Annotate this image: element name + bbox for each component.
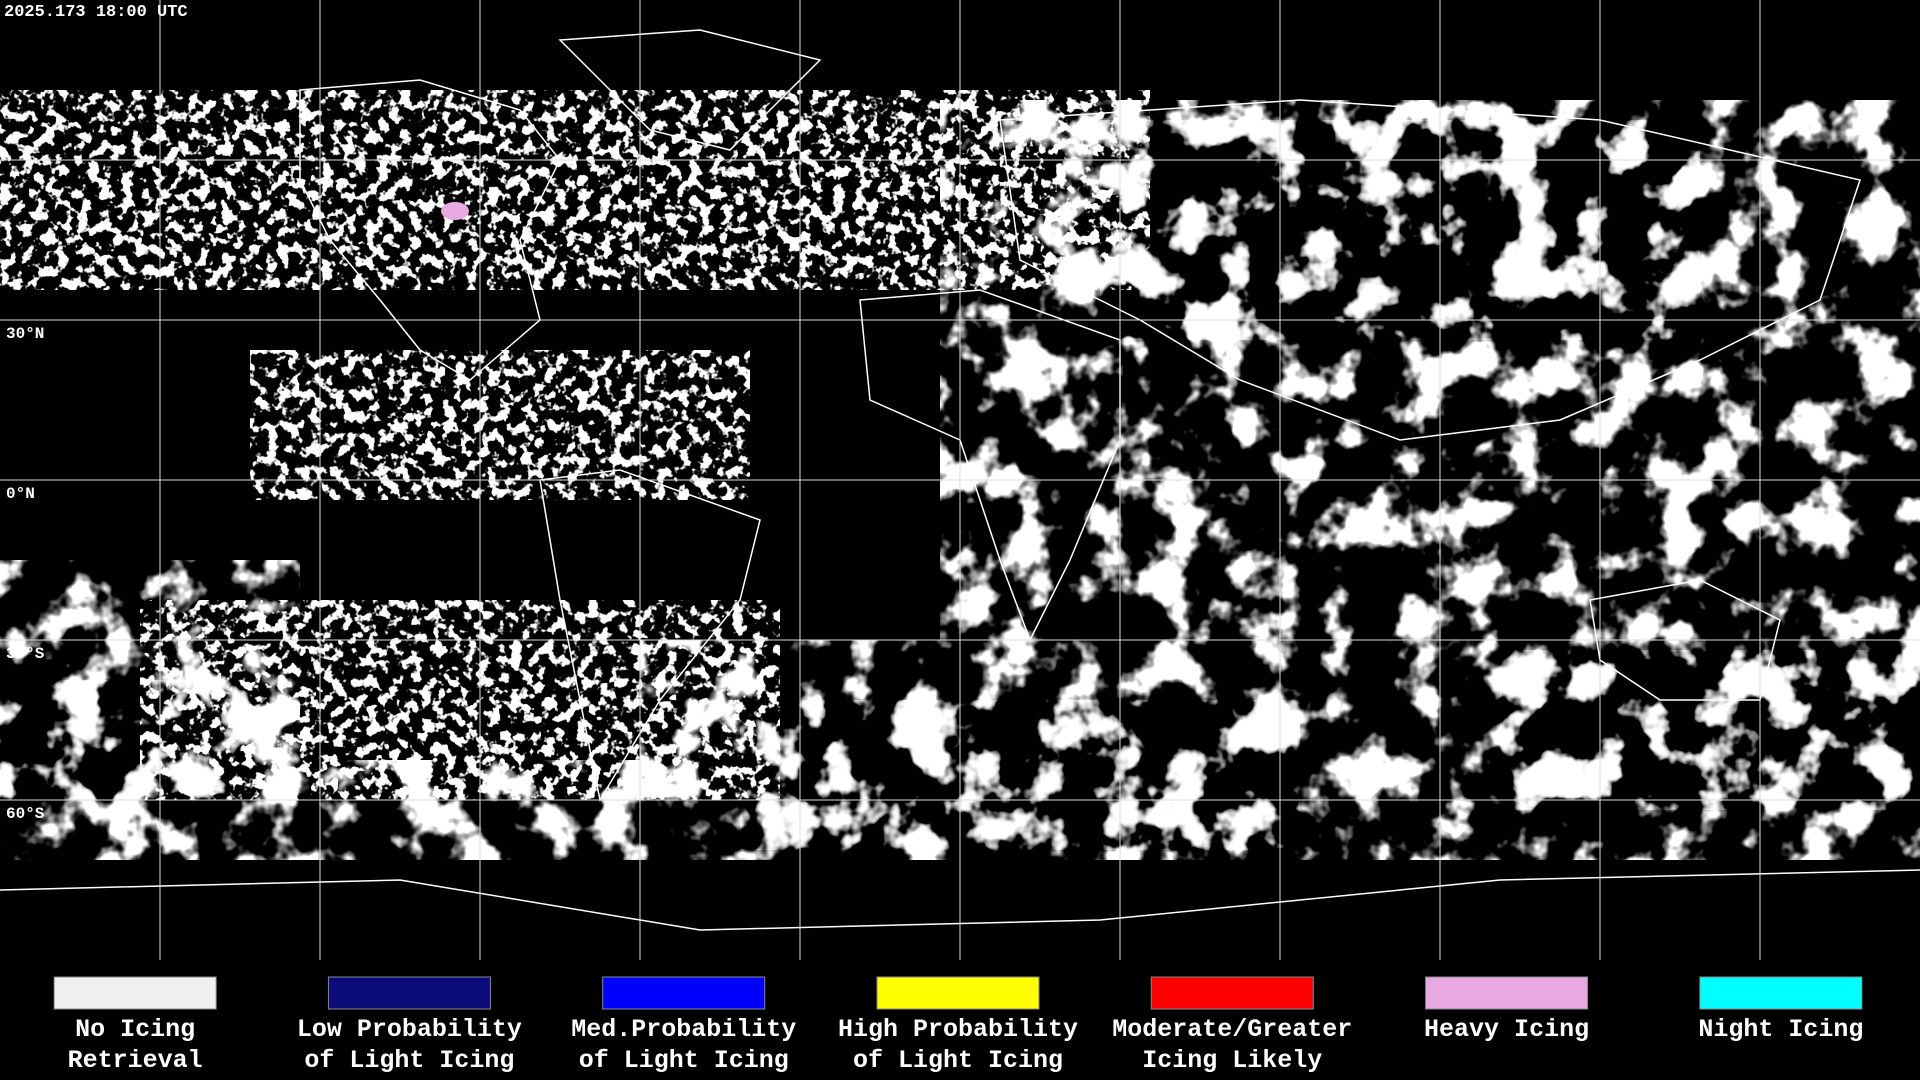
legend-label: of Light Icing [579,1046,789,1075]
latitude-label: 30°S [6,645,45,663]
legend-label: Moderate/Greater [1112,1015,1352,1044]
legend-swatch [1150,976,1314,1010]
latitude-label: 0°N [6,485,35,503]
legend-swatch [1699,976,1863,1010]
latitude-labels: 30°N 0°N 30°S 60°S [6,325,45,823]
legend-swatch [327,976,491,1010]
heavy-icing-patch [441,202,469,220]
legend-label: Night Icing [1698,1015,1863,1044]
legend-label: Low Probability [297,1015,522,1044]
legend-swatch [1425,976,1589,1010]
legend-label: of Light Icing [853,1046,1063,1075]
timestamp: 2025.173 18:00 UTC [4,3,188,22]
legend-label: Heavy Icing [1424,1015,1589,1044]
latitude-label: 60°S [6,805,45,823]
latitude-label: 30°N [6,325,44,343]
legend-label: Retrieval [68,1046,203,1075]
legend-label: Med.Probability [571,1015,796,1044]
legend-swatch [53,976,217,1010]
legend-label: High Probability [838,1015,1078,1044]
legend-label: No Icing [75,1015,195,1044]
icing-speckle-high [0,120,1100,790]
legend-swatch [876,976,1040,1010]
legend-swatch [602,976,766,1010]
legend-label: of Light Icing [304,1046,514,1075]
graticule [0,0,1920,960]
legend-label: Icing Likely [1142,1046,1322,1075]
